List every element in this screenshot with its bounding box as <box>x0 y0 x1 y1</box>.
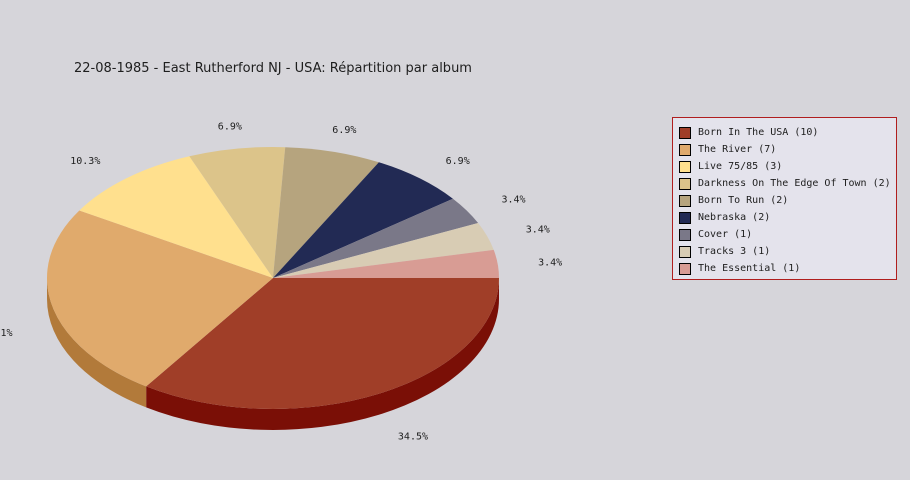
legend-item: The Essential (1) <box>679 260 896 277</box>
legend-swatch <box>679 160 691 173</box>
pie-slice <box>146 278 499 409</box>
legend-swatch <box>679 177 691 190</box>
legend-item: Born In The USA (10) <box>679 124 896 141</box>
pie-slice-pct-label: 6.9% <box>218 121 242 132</box>
legend-label: Darkness On The Edge Of Town (2) <box>698 178 891 189</box>
pie-slice <box>79 156 273 278</box>
pie-slice <box>189 146 286 278</box>
legend-label: Live 75/85 (3) <box>698 161 783 172</box>
legend-label: Born In The USA (10) <box>698 127 819 138</box>
pie-slice-pct-label: 6.9% <box>332 125 356 136</box>
pie-slice-pct-label: 3.4% <box>502 194 526 205</box>
legend-swatch <box>679 245 691 258</box>
pie-slice-pct-label: 10.3% <box>70 156 100 167</box>
pie-slice-pct-label: 24.1% <box>0 328 13 339</box>
pie-slice <box>273 249 499 278</box>
legend-item: Tracks 3 (1) <box>679 243 896 260</box>
pie-slice <box>273 162 453 278</box>
legend-item: Cover (1) <box>679 226 896 243</box>
pie-slice <box>273 222 494 278</box>
pie-slice-side <box>47 278 147 408</box>
legend-item: The River (7) <box>679 141 896 158</box>
legend-item: Live 75/85 (3) <box>679 158 896 175</box>
pie-slice <box>273 198 479 278</box>
legend: Born In The USA (10) The River (7) Live 75… <box>672 117 897 280</box>
pie-slice-side <box>146 278 499 430</box>
legend-swatch <box>679 143 691 156</box>
legend-swatch <box>679 194 691 207</box>
pie-slice-pct-label: 34.5% <box>398 432 428 443</box>
legend-label: Cover (1) <box>698 229 753 240</box>
legend-label: Born To Run (2) <box>698 195 789 206</box>
legend-swatch <box>679 211 691 224</box>
pie-slice-pct-label: 3.4% <box>526 225 550 236</box>
pie-slice <box>273 147 379 278</box>
legend-label: Tracks 3 (1) <box>698 246 771 257</box>
pie-slice-pct-label: 3.4% <box>538 257 562 268</box>
legend-label: Nebraska (2) <box>698 212 771 223</box>
legend-swatch <box>679 262 691 275</box>
legend-item: Darkness On The Edge Of Town (2) <box>679 175 896 192</box>
legend-item: Born To Run (2) <box>679 192 896 209</box>
legend-label: The Essential (1) <box>698 263 801 274</box>
legend-label: The River (7) <box>698 144 777 155</box>
legend-swatch <box>679 228 691 241</box>
pie-slice-pct-label: 6.9% <box>446 156 470 167</box>
legend-swatch <box>679 126 691 139</box>
chart-title: 22-08-1985 - East Rutherford NJ - USA: R… <box>74 61 472 76</box>
legend-item: Nebraska (2) <box>679 209 896 226</box>
pie-slice <box>47 210 274 387</box>
